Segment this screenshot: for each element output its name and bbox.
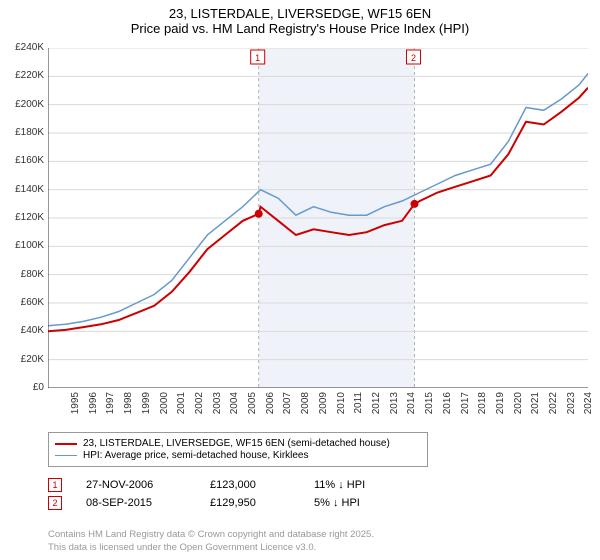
y-tick-label: £180K [4, 127, 44, 138]
annotation-price: £123,000 [210, 479, 290, 491]
x-tick-label: 2017 [460, 392, 471, 422]
x-tick-label: 1997 [105, 392, 116, 422]
chart-container: 23, LISTERDALE, LIVERSEDGE, WF15 6EN Pri… [0, 0, 600, 560]
annotation-date: 27-NOV-2006 [86, 479, 186, 491]
x-tick-label: 2004 [229, 392, 240, 422]
svg-text:1: 1 [255, 53, 260, 63]
footer-attribution: Contains HM Land Registry data © Crown c… [48, 529, 374, 554]
chart-title: 23, LISTERDALE, LIVERSEDGE, WF15 6EN Pri… [0, 0, 600, 40]
x-tick-label: 1996 [88, 392, 99, 422]
y-tick-label: £160K [4, 155, 44, 166]
annotation-date: 08-SEP-2015 [86, 497, 186, 509]
legend-item: 23, LISTERDALE, LIVERSEDGE, WF15 6EN (se… [55, 438, 421, 449]
y-tick-label: £240K [4, 42, 44, 53]
x-tick-label: 2012 [371, 392, 382, 422]
x-tick-label: 2001 [176, 392, 187, 422]
annotation-delta: 11% ↓ HPI [314, 479, 365, 491]
legend-swatch [55, 455, 77, 457]
y-tick-label: £120K [4, 212, 44, 223]
x-tick-label: 2008 [300, 392, 311, 422]
legend: 23, LISTERDALE, LIVERSEDGE, WF15 6EN (se… [48, 432, 428, 467]
legend-label: HPI: Average price, semi-detached house,… [83, 450, 309, 461]
sale-annotations: 1 27-NOV-2006 £123,000 11% ↓ HPI 2 08-SEP-201… [48, 474, 365, 514]
annotation-row: 2 08-SEP-2015 £129,950 5% ↓ HPI [48, 496, 365, 510]
x-tick-label: 1995 [70, 392, 81, 422]
y-tick-label: £20K [4, 354, 44, 365]
y-tick-label: £40K [4, 325, 44, 336]
x-tick-label: 2013 [389, 392, 400, 422]
annotation-row: 1 27-NOV-2006 £123,000 11% ↓ HPI [48, 478, 365, 492]
title-line-2: Price paid vs. HM Land Registry's House … [0, 21, 600, 36]
annotation-badge: 1 [48, 478, 62, 492]
y-tick-label: £100K [4, 240, 44, 251]
y-tick-label: £60K [4, 297, 44, 308]
x-tick-label: 2009 [318, 392, 329, 422]
x-tick-label: 2023 [566, 392, 577, 422]
x-tick-label: 2015 [424, 392, 435, 422]
x-tick-label: 2020 [513, 392, 524, 422]
x-tick-label: 2024 [583, 392, 594, 422]
y-tick-label: £220K [4, 70, 44, 81]
x-tick-label: 2011 [353, 392, 364, 422]
x-tick-label: 2005 [247, 392, 258, 422]
x-tick-label: 2021 [530, 392, 541, 422]
x-tick-label: 2003 [212, 392, 223, 422]
y-tick-label: £80K [4, 269, 44, 280]
legend-label: 23, LISTERDALE, LIVERSEDGE, WF15 6EN (se… [83, 438, 390, 449]
x-tick-label: 1998 [123, 392, 134, 422]
footer-line-1: Contains HM Land Registry data © Crown c… [48, 529, 374, 541]
x-tick-label: 2016 [442, 392, 453, 422]
chart-plot: 12 [48, 48, 588, 388]
x-tick-label: 2000 [159, 392, 170, 422]
x-tick-label: 2022 [548, 392, 559, 422]
x-tick-label: 2006 [265, 392, 276, 422]
y-tick-label: £0 [4, 382, 44, 393]
x-tick-label: 2002 [194, 392, 205, 422]
footer-line-2: This data is licensed under the Open Gov… [48, 542, 374, 554]
x-tick-label: 2018 [477, 392, 488, 422]
legend-swatch [55, 443, 77, 445]
x-tick-label: 2014 [406, 392, 417, 422]
annotation-delta: 5% ↓ HPI [314, 497, 360, 509]
annotation-price: £129,950 [210, 497, 290, 509]
x-tick-label: 2010 [336, 392, 347, 422]
legend-item: HPI: Average price, semi-detached house,… [55, 450, 421, 461]
x-tick-label: 2007 [282, 392, 293, 422]
y-tick-label: £200K [4, 99, 44, 110]
title-line-1: 23, LISTERDALE, LIVERSEDGE, WF15 6EN [0, 6, 600, 21]
svg-text:2: 2 [411, 53, 416, 63]
y-tick-label: £140K [4, 184, 44, 195]
x-tick-label: 2019 [495, 392, 506, 422]
x-tick-label: 1999 [141, 392, 152, 422]
annotation-badge: 2 [48, 496, 62, 510]
